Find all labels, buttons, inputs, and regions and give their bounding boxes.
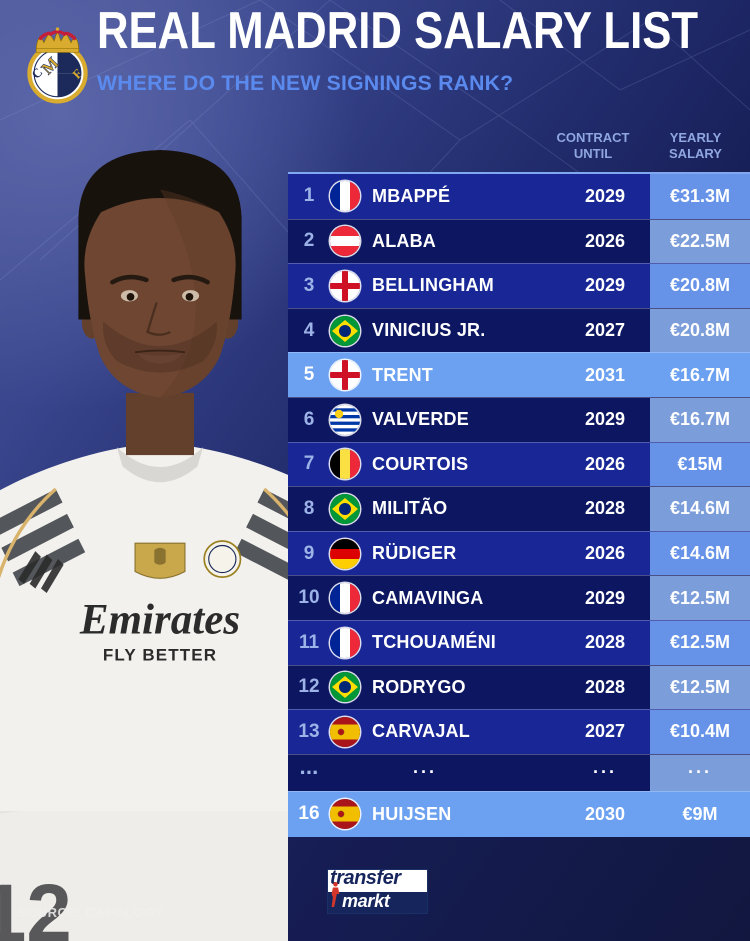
svg-text:Emirates: Emirates [79, 597, 240, 644]
svg-text:FLY BETTER: FLY BETTER [103, 646, 217, 665]
